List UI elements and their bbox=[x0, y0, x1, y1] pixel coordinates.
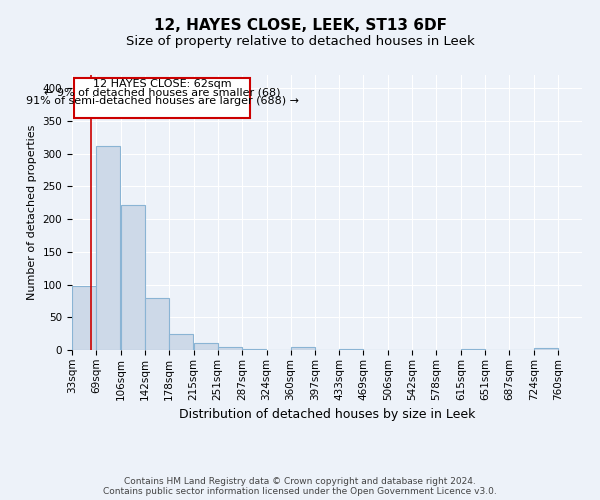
Bar bbox=[145, 298, 169, 350]
Text: Contains public sector information licensed under the Open Government Licence v3: Contains public sector information licen… bbox=[103, 486, 497, 496]
Bar bbox=[121, 204, 145, 350]
Bar bbox=[534, 348, 558, 350]
X-axis label: Distribution of detached houses by size in Leek: Distribution of detached houses by size … bbox=[179, 408, 475, 421]
Bar bbox=[72, 286, 96, 350]
Y-axis label: Number of detached properties: Number of detached properties bbox=[27, 125, 37, 300]
Text: ← 9% of detached houses are smaller (68): ← 9% of detached houses are smaller (68) bbox=[44, 88, 280, 98]
Text: Contains HM Land Registry data © Crown copyright and database right 2024.: Contains HM Land Registry data © Crown c… bbox=[124, 476, 476, 486]
Text: 12 HAYES CLOSE: 62sqm: 12 HAYES CLOSE: 62sqm bbox=[93, 79, 232, 89]
Bar bbox=[218, 346, 242, 350]
Text: Size of property relative to detached houses in Leek: Size of property relative to detached ho… bbox=[125, 35, 475, 48]
Bar bbox=[290, 346, 314, 350]
Bar bbox=[96, 146, 120, 350]
Bar bbox=[169, 334, 193, 350]
FancyBboxPatch shape bbox=[74, 78, 250, 118]
Bar bbox=[461, 348, 485, 350]
Text: 12, HAYES CLOSE, LEEK, ST13 6DF: 12, HAYES CLOSE, LEEK, ST13 6DF bbox=[154, 18, 446, 32]
Bar bbox=[194, 343, 218, 350]
Text: 91% of semi-detached houses are larger (688) →: 91% of semi-detached houses are larger (… bbox=[26, 96, 299, 106]
